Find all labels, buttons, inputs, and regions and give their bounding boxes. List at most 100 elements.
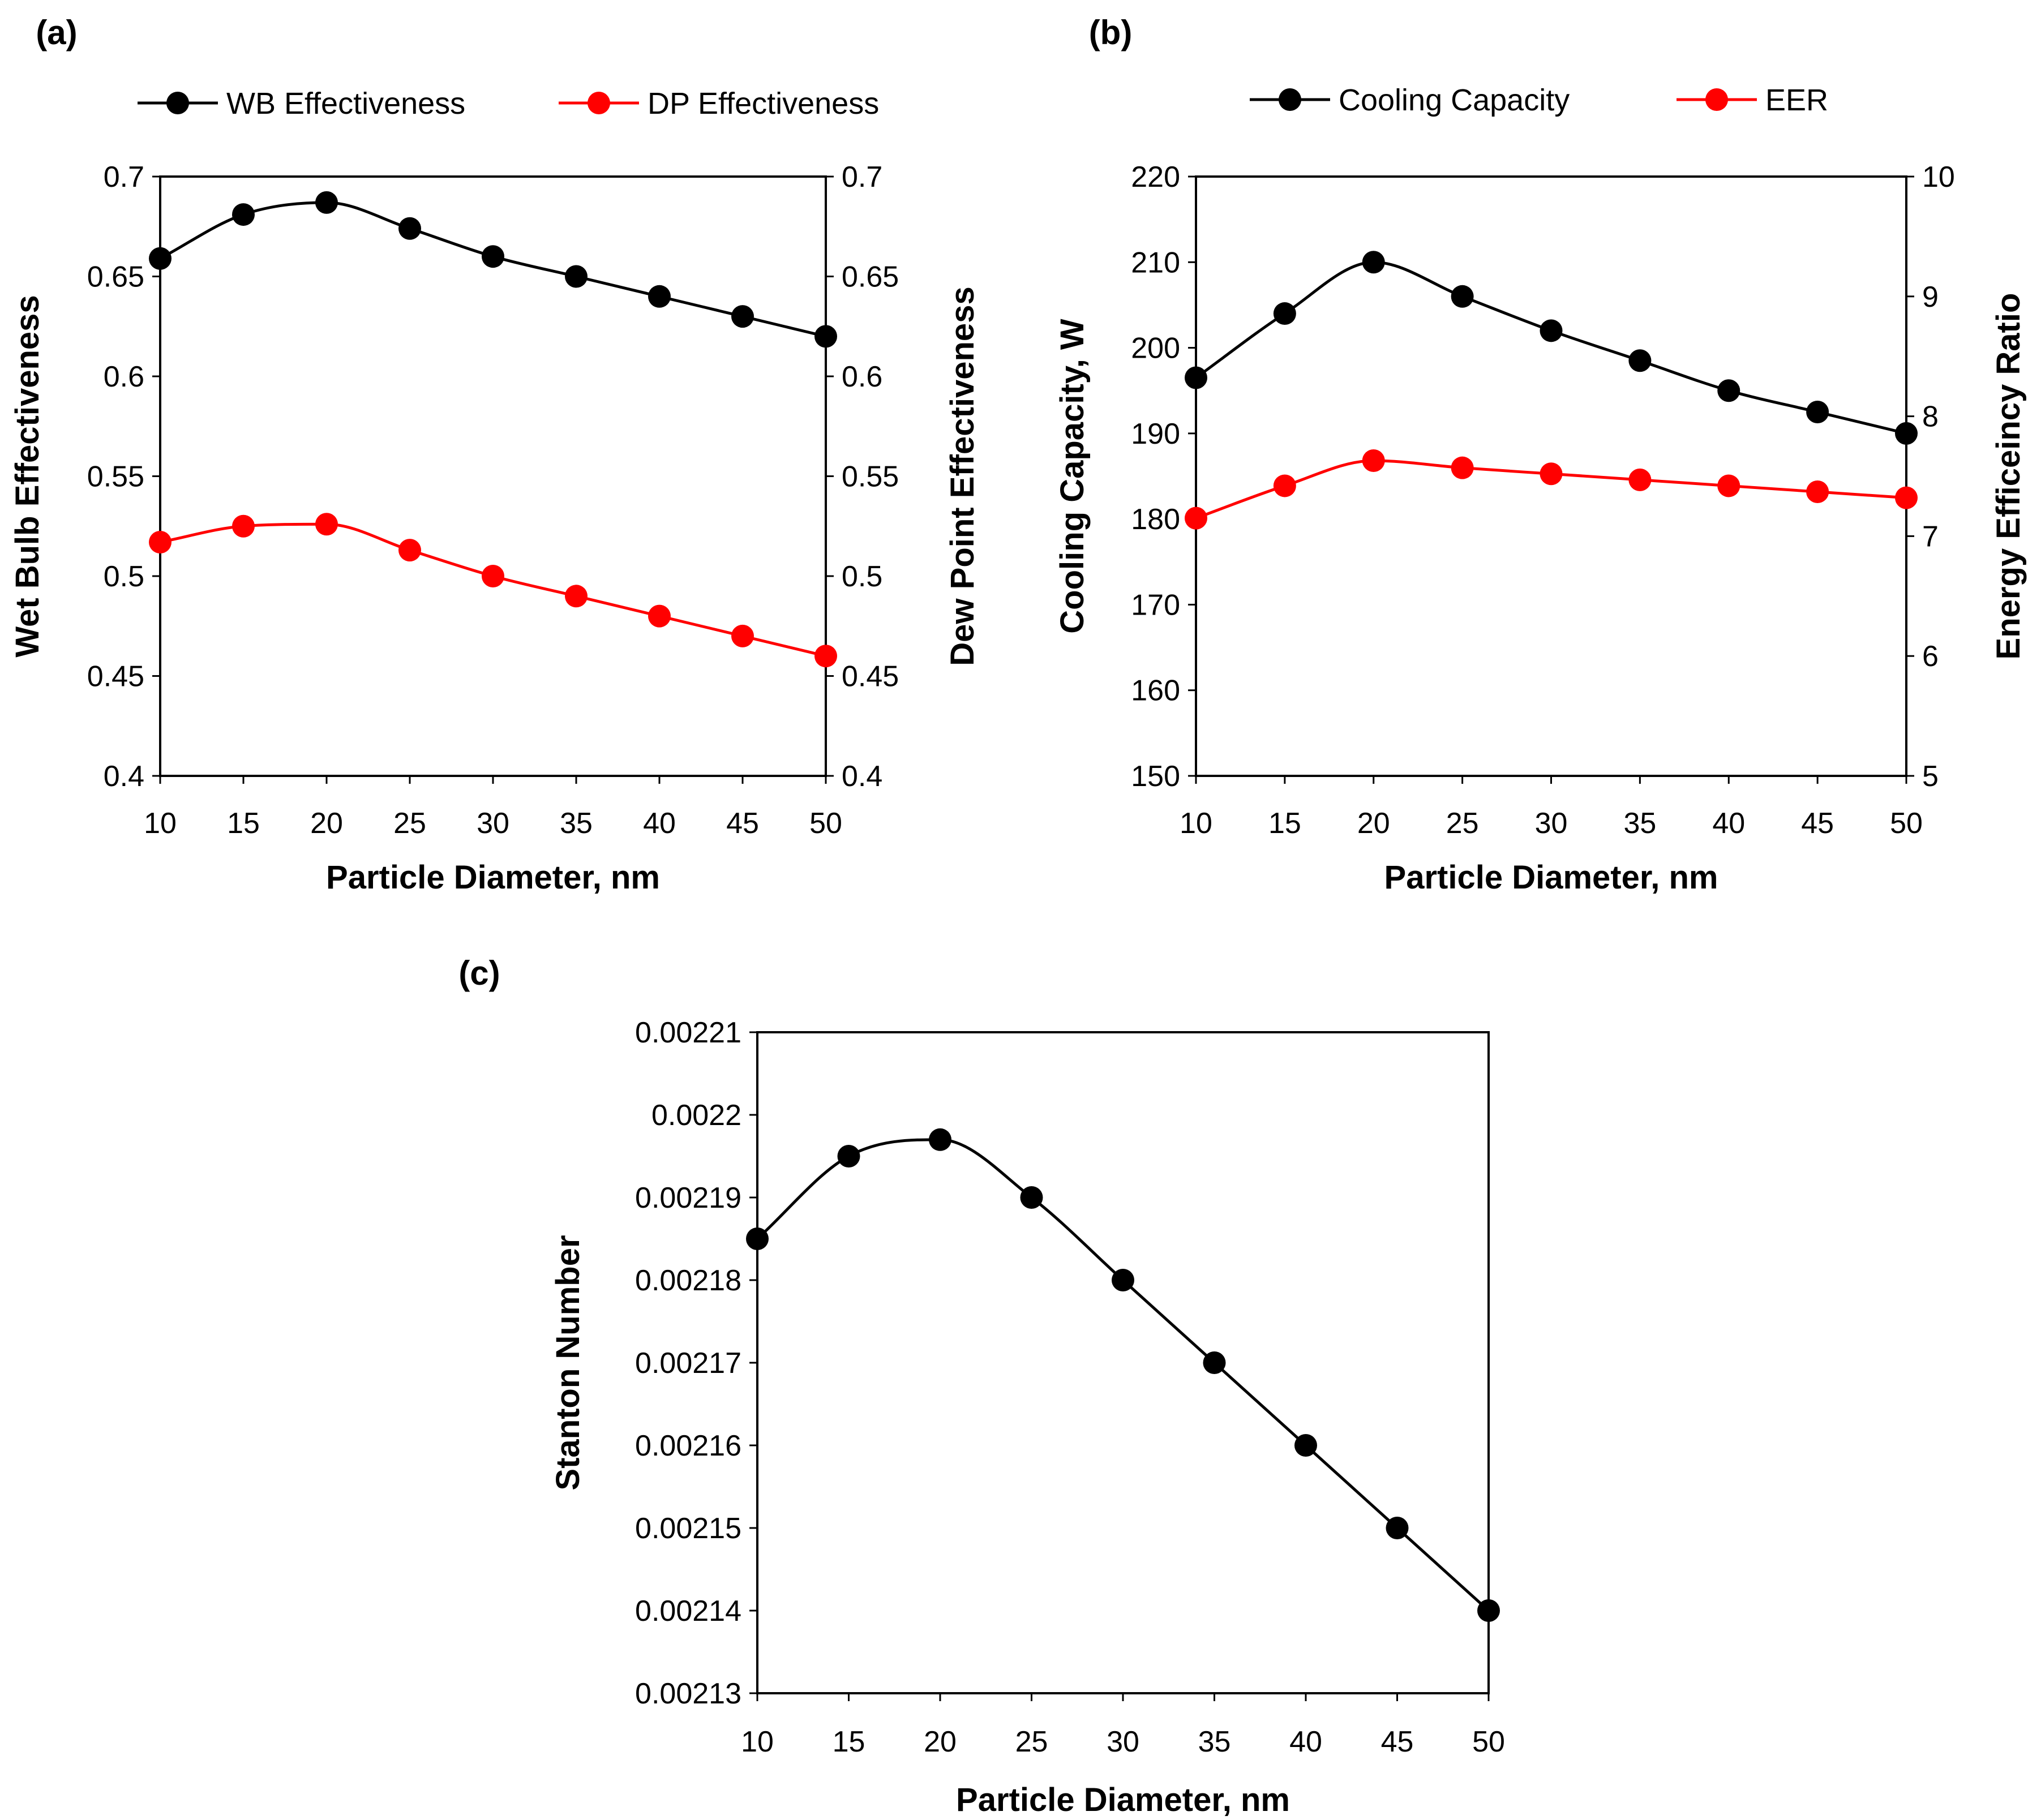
y-left-tick-label: 180: [1131, 503, 1180, 536]
data-point: [232, 514, 255, 538]
data-point: [1628, 468, 1652, 491]
x-tick-label: 10: [1180, 807, 1212, 840]
data-point: [1273, 302, 1296, 325]
y-left-tick-label: 0.4: [104, 760, 144, 793]
y-right-tick-label: 0.5: [842, 560, 882, 593]
y-left-tick-label: 0.00213: [635, 1677, 741, 1710]
data-point: [1628, 349, 1652, 372]
x-tick-label: 15: [833, 1725, 865, 1758]
data-point: [1185, 366, 1207, 389]
x-tick-label: 40: [1289, 1725, 1322, 1758]
data-point: [1203, 1351, 1226, 1374]
x-tick-label: 45: [726, 807, 759, 840]
x-axis-label: Particle Diameter, nm: [1384, 859, 1718, 896]
data-point: [565, 265, 588, 288]
y-left-axis-label: Stanton Number: [550, 1235, 586, 1490]
data-point: [1895, 486, 1918, 509]
series-line: [756, 1138, 1490, 1612]
y-left-tick-label: 170: [1131, 589, 1180, 621]
x-tick-label: 50: [1890, 807, 1923, 840]
legend-label: EER: [1765, 83, 1828, 117]
y-right-tick-label: 9: [1922, 281, 1939, 314]
x-tick-label: 50: [809, 807, 842, 840]
series-wb-effectiveness: [149, 191, 837, 348]
data-point: [1477, 1599, 1500, 1622]
data-point: [1294, 1434, 1317, 1457]
y-right-tick-label: 0.6: [842, 360, 882, 393]
series-line: [159, 201, 826, 338]
data-point: [1717, 474, 1740, 497]
plot-frame: [756, 1031, 1490, 1694]
data-point: [482, 245, 504, 268]
data-point: [1451, 285, 1474, 308]
data-point: [1895, 422, 1918, 445]
y-left-tick-label: 210: [1131, 246, 1180, 279]
series-eer: [1185, 449, 1918, 530]
x-axis-label: Particle Diameter, nm: [956, 1782, 1290, 1818]
y-right-tick-label: 6: [1922, 640, 1939, 673]
y-left-tick-label: 0.7: [104, 161, 144, 194]
y-left-tick-label: 190: [1131, 418, 1180, 450]
data-point: [1540, 319, 1563, 342]
x-tick-label: 35: [1198, 1725, 1231, 1758]
series-stanton-number: [746, 1128, 1500, 1622]
y-left-tick-label: 0.5: [104, 560, 144, 593]
data-point: [1386, 1517, 1409, 1539]
x-tick-label: 30: [477, 807, 509, 840]
data-point: [398, 217, 421, 240]
data-point: [149, 530, 171, 553]
data-point: [232, 203, 255, 226]
y-left-tick-label: 0.00221: [635, 1016, 741, 1049]
panel-b: (b) 10 15 20 25 30 35 40 45 50 Particle Diameter, …: [1054, 14, 2027, 896]
y-right-tick-label: 0.45: [842, 660, 899, 693]
y-left-axis-label: Wet Bulb Effectiveness: [9, 295, 46, 657]
legend-label: WB Effectiveness: [226, 87, 465, 121]
data-point: [149, 247, 171, 270]
y-left-tick-label: 150: [1131, 760, 1180, 793]
y-left-tick-label: 0.55: [87, 461, 144, 493]
panel-c: (c) 10 15 20 25 30 35 40 45 50 Particle Diameter, …: [458, 954, 1505, 1818]
y-left-tick-label: 0.00218: [635, 1264, 741, 1297]
series-line: [1195, 260, 1907, 435]
y-left-tick-label: 0.00217: [635, 1347, 741, 1380]
data-point: [1362, 449, 1385, 472]
y-left-tick-label: 0.0022: [651, 1099, 741, 1132]
y-left-tick-label: 220: [1131, 161, 1180, 194]
data-point: [1112, 1269, 1134, 1291]
x-tick-label: 25: [1446, 807, 1479, 840]
y-right-tick-label: 8: [1922, 401, 1939, 433]
x-tick-label: 10: [144, 807, 177, 840]
x-tick-label: 30: [1535, 807, 1568, 840]
data-point: [1020, 1186, 1043, 1209]
x-tick-label: 25: [393, 807, 426, 840]
y-left-tick-label: 0.00219: [635, 1182, 741, 1214]
legend-marker: [1705, 88, 1728, 111]
data-point: [1806, 401, 1829, 424]
data-point: [482, 565, 504, 587]
y-right-tick-label: 0.65: [842, 261, 899, 294]
series-line: [160, 522, 826, 658]
x-tick-label: 30: [1107, 1725, 1139, 1758]
y-right-axis-label: Dew Point Effectiveness: [944, 286, 981, 666]
data-point: [1362, 251, 1385, 274]
y-left-tick-label: 0.6: [104, 360, 144, 393]
panel-label: (c): [458, 954, 500, 992]
data-point: [929, 1128, 951, 1151]
legend-marker: [588, 92, 610, 114]
data-point: [731, 624, 754, 647]
legend-item: WB Effectiveness: [138, 87, 465, 121]
x-tick-label: 40: [1712, 807, 1745, 840]
x-tick-label: 15: [227, 807, 260, 840]
x-tick-label: 35: [560, 807, 593, 840]
data-point: [1717, 379, 1740, 402]
y-left-tick-label: 0.00215: [635, 1512, 741, 1545]
x-axis-label: Particle Diameter, nm: [326, 859, 660, 896]
y-right-tick-label: 0.55: [842, 461, 899, 493]
data-point: [1273, 474, 1296, 497]
y-right-tick-label: 0.4: [842, 760, 882, 793]
data-point: [814, 645, 837, 668]
legend-marker: [166, 92, 189, 114]
data-point: [1185, 506, 1207, 530]
data-point: [565, 585, 588, 608]
